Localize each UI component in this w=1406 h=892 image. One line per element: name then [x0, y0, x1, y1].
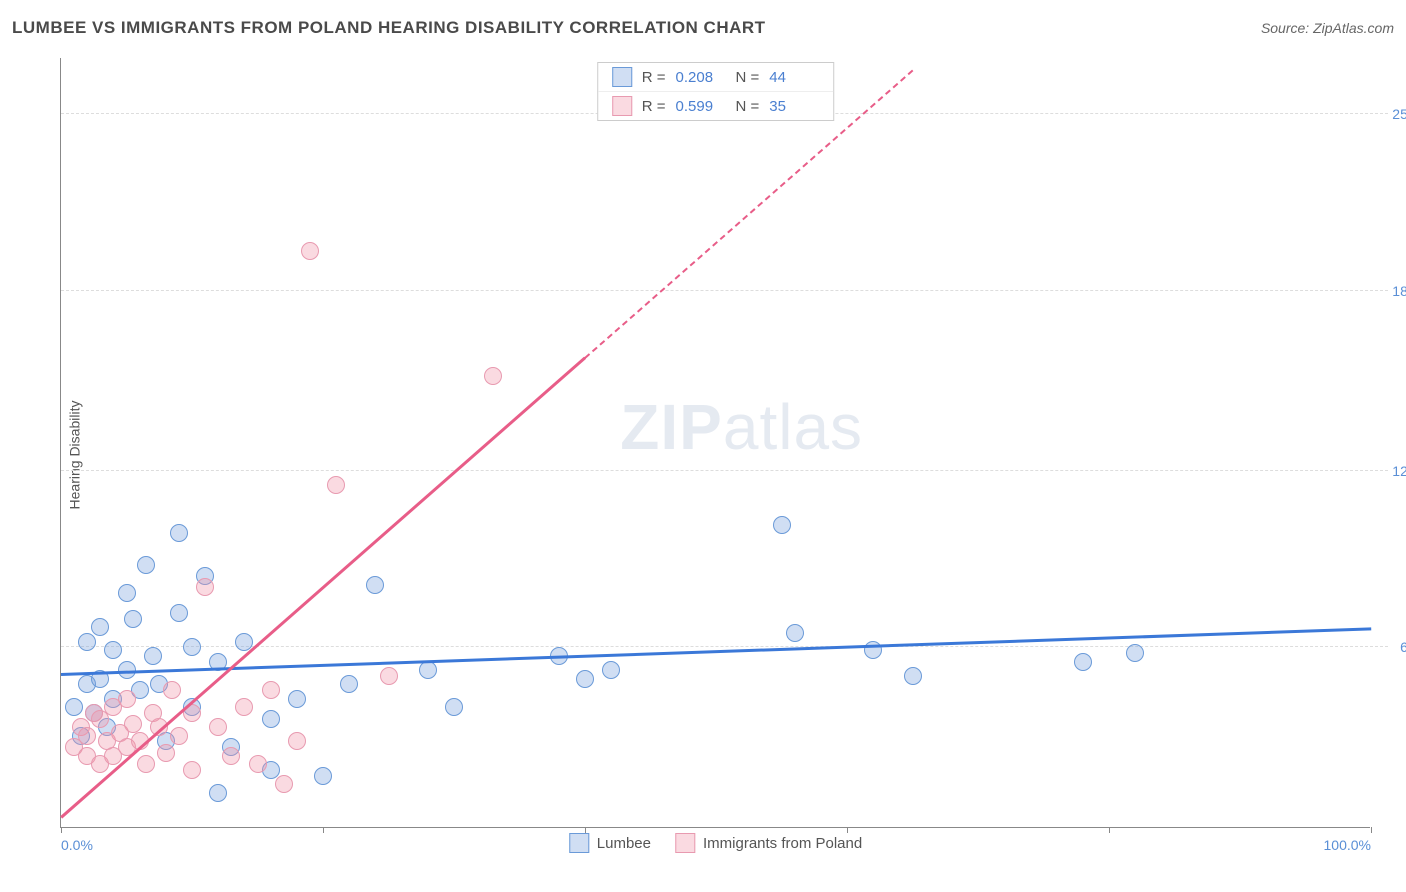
data-point: [262, 681, 280, 699]
y-tick-label: 18.8%: [1392, 283, 1406, 299]
legend-item-poland: Immigrants from Poland: [675, 833, 862, 853]
data-point: [124, 715, 142, 733]
data-point: [327, 476, 345, 494]
data-point: [170, 727, 188, 745]
data-point: [366, 576, 384, 594]
data-point: [196, 578, 214, 596]
data-point: [249, 755, 267, 773]
data-point: [484, 367, 502, 385]
y-tick-label: 12.5%: [1392, 463, 1406, 479]
data-point: [137, 755, 155, 773]
chart-container: Hearing Disability ZIPatlas R = 0.208 N …: [48, 50, 1388, 860]
data-point: [209, 784, 227, 802]
data-point: [183, 761, 201, 779]
data-point: [576, 670, 594, 688]
data-point: [124, 610, 142, 628]
r-value-poland: 0.599: [676, 98, 726, 115]
series-legend: Lumbee Immigrants from Poland: [569, 833, 862, 853]
data-point: [144, 647, 162, 665]
y-tick-label: 25.0%: [1392, 106, 1406, 122]
data-point: [157, 744, 175, 762]
data-point: [170, 604, 188, 622]
swatch-lumbee-icon: [569, 833, 589, 853]
data-point: [104, 641, 122, 659]
data-point: [78, 727, 96, 745]
data-point: [288, 690, 306, 708]
stats-legend: R = 0.208 N = 44 R = 0.599 N = 35: [597, 62, 835, 121]
data-point: [137, 556, 155, 574]
watermark: ZIPatlas: [620, 390, 863, 464]
data-point: [222, 747, 240, 765]
data-point: [183, 638, 201, 656]
x-tick-label: 100.0%: [1324, 837, 1371, 853]
y-tick-label: 6.3%: [1400, 639, 1406, 655]
n-value-lumbee: 44: [769, 69, 819, 86]
x-tick: [847, 827, 848, 833]
data-point: [773, 516, 791, 534]
plot-area: ZIPatlas R = 0.208 N = 44 R = 0.599 N = …: [60, 58, 1370, 828]
data-point: [262, 710, 280, 728]
data-point: [602, 661, 620, 679]
data-point: [170, 524, 188, 542]
legend-item-lumbee: Lumbee: [569, 833, 651, 853]
r-value-lumbee: 0.208: [676, 69, 726, 86]
data-point: [380, 667, 398, 685]
data-point: [314, 767, 332, 785]
x-tick: [323, 827, 324, 833]
data-point: [1126, 644, 1144, 662]
source-attribution: Source: ZipAtlas.com: [1261, 20, 1394, 36]
swatch-poland-icon: [675, 833, 695, 853]
trend-line: [61, 628, 1371, 676]
gridline: [61, 470, 1388, 471]
data-point: [786, 624, 804, 642]
data-point: [65, 698, 83, 716]
data-point: [419, 661, 437, 679]
data-point: [445, 698, 463, 716]
n-value-poland: 35: [769, 98, 819, 115]
data-point: [301, 242, 319, 260]
x-tick: [1371, 827, 1372, 833]
stats-row-poland: R = 0.599 N = 35: [598, 91, 834, 120]
gridline: [61, 290, 1388, 291]
data-point: [340, 675, 358, 693]
gridline: [61, 646, 1388, 647]
swatch-poland: [612, 96, 632, 116]
stats-row-lumbee: R = 0.208 N = 44: [598, 63, 834, 91]
data-point: [1074, 653, 1092, 671]
swatch-lumbee: [612, 67, 632, 87]
data-point: [904, 667, 922, 685]
data-point: [118, 584, 136, 602]
x-tick-label: 0.0%: [61, 837, 93, 853]
data-point: [91, 618, 109, 636]
data-point: [288, 732, 306, 750]
data-point: [209, 718, 227, 736]
chart-title: LUMBEE VS IMMIGRANTS FROM POLAND HEARING…: [12, 18, 766, 38]
data-point: [118, 690, 136, 708]
x-tick: [1109, 827, 1110, 833]
data-point: [275, 775, 293, 793]
data-point: [78, 633, 96, 651]
data-point: [163, 681, 181, 699]
trend-line: [60, 356, 586, 818]
data-point: [235, 698, 253, 716]
x-tick: [585, 827, 586, 833]
x-tick: [61, 827, 62, 833]
